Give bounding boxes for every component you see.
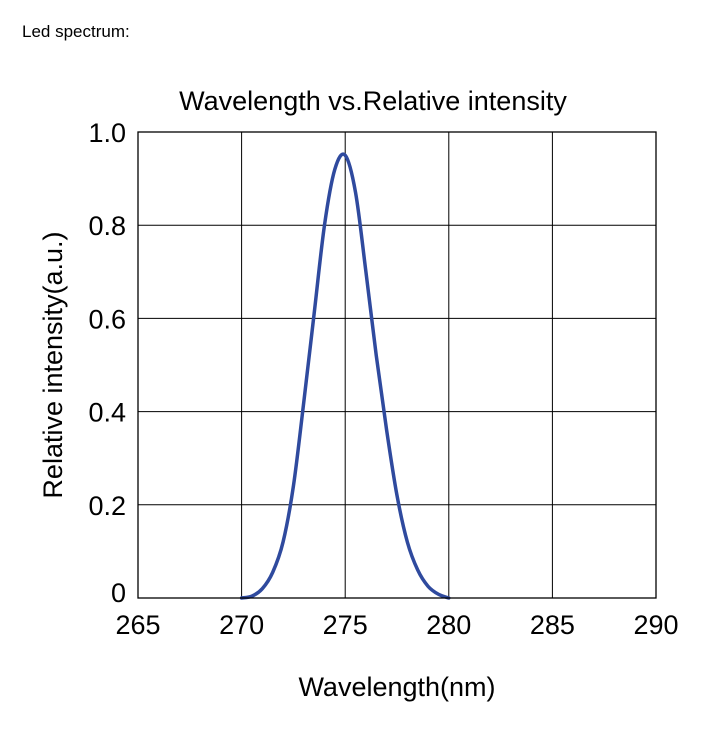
- grid: [138, 132, 656, 598]
- y-axis-ticks: 0 0.2 0.4 0.6 0.8 1.0: [88, 118, 126, 608]
- y-tick-label-4: 0.8: [88, 211, 126, 241]
- x-tick-label-2: 275: [323, 610, 368, 640]
- y-tick-label-3: 0.6: [88, 304, 126, 334]
- x-tick-label-0: 265: [115, 610, 160, 640]
- x-axis-label: Wavelength(nm): [298, 672, 495, 702]
- y-axis-label: Relative intensity(a.u.): [38, 231, 68, 498]
- chart-title: Wavelength vs.Relative intensity: [179, 86, 567, 116]
- plot-frame: [137, 131, 657, 599]
- x-axis-ticks: 265 270 275 280 285 290: [115, 610, 678, 640]
- y-tick-label-1: 0.2: [88, 491, 126, 521]
- x-tick-label-1: 270: [219, 610, 264, 640]
- y-tick-label-0: 0: [111, 578, 126, 608]
- series-line-0: [239, 152, 451, 600]
- x-tick-label-5: 290: [633, 610, 678, 640]
- x-tick-label-4: 285: [530, 610, 575, 640]
- x-tick-label-3: 280: [426, 610, 471, 640]
- y-tick-label-2: 0.4: [88, 398, 126, 428]
- series-layer: [239, 152, 451, 600]
- y-tick-label-5: 1.0: [88, 118, 126, 148]
- page-caption: Led spectrum:: [22, 22, 130, 41]
